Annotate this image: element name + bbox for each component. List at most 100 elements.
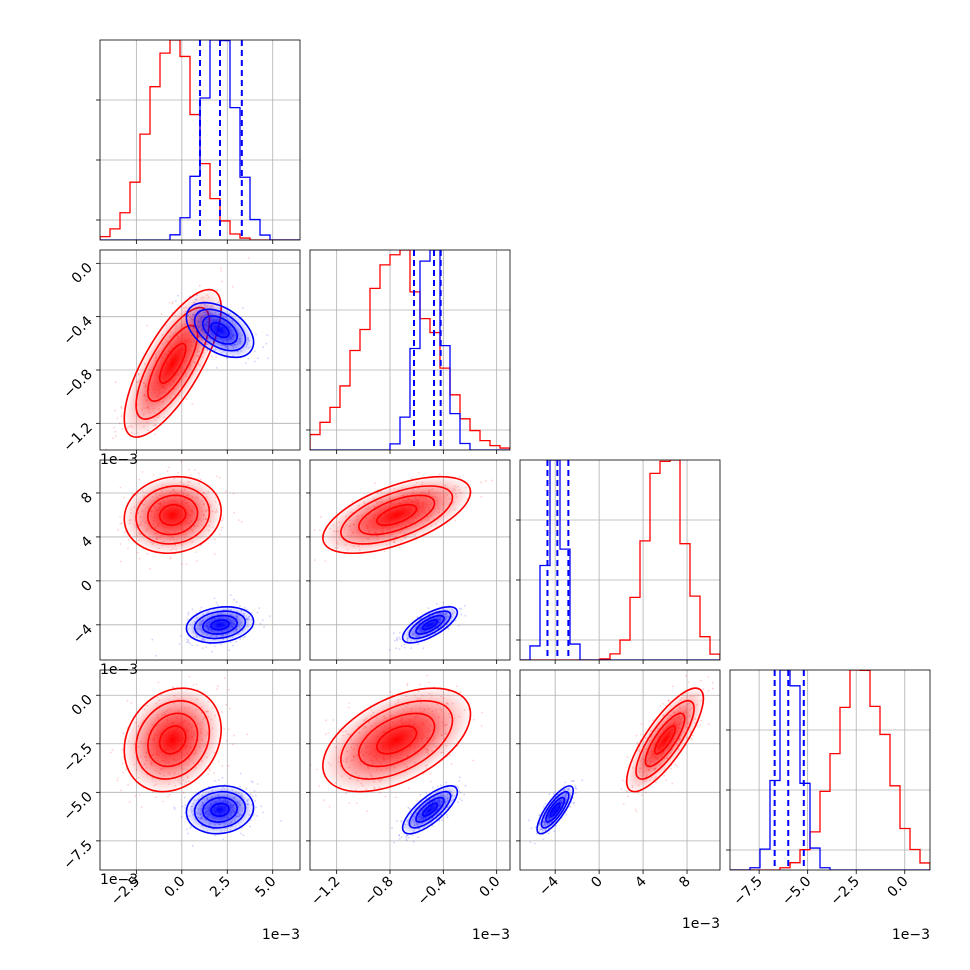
grid-lines: [310, 250, 510, 450]
panel-frame: [99, 39, 301, 241]
x-tick-label: 0: [588, 874, 606, 892]
contour-level-3: [185, 785, 255, 835]
contour-level-1: [644, 712, 686, 768]
contour-level-1: [358, 494, 436, 536]
density-series-1: [401, 785, 459, 835]
histogram-series-0: [310, 250, 510, 450]
x-tick-label: −0.4: [415, 873, 450, 908]
contour-level-0: [158, 725, 187, 755]
contour-level-0: [376, 503, 418, 527]
contour-level-2: [193, 308, 247, 352]
density-series-0: [123, 475, 223, 555]
density-series-0: [625, 686, 705, 793]
contour-level-0: [421, 802, 439, 818]
contour-level-3: [625, 687, 705, 793]
grid-lines: [520, 460, 720, 660]
panel-frame: [519, 459, 721, 661]
contour-level-0: [210, 321, 230, 339]
contour-level-0: [653, 725, 677, 755]
panel-2-0: −4 0 4 8: [70, 459, 301, 664]
contour-level-2: [635, 699, 695, 780]
contour-level-2: [193, 790, 247, 829]
y-tick-label: 0.0: [69, 260, 96, 287]
x-tick-label: −2.5: [828, 874, 863, 909]
density-series-1: [185, 606, 255, 644]
y-offset-label: 1e−3: [100, 872, 138, 888]
contour-level-0: [421, 619, 439, 631]
x-tick-label: 0.0: [885, 874, 912, 901]
x-offset-label: 1e−3: [262, 927, 300, 943]
panel-1-1: [306, 249, 511, 454]
x-tick-label: 4: [632, 873, 650, 891]
contour-level-0: [549, 802, 561, 818]
y-tick-label: −0.8: [60, 367, 95, 402]
histogram-series-0: [520, 460, 720, 660]
contour-level-3: [185, 301, 255, 359]
y-tick-label: 0: [78, 577, 96, 595]
histogram-series-1: [100, 40, 300, 240]
y-offset-label: 1e−3: [100, 662, 138, 678]
contour-level-2: [540, 790, 570, 829]
panel-frame: [519, 669, 721, 871]
x-tick-label: 0.0: [162, 874, 189, 901]
panel-frame: [309, 249, 511, 451]
contour-level-2: [340, 485, 454, 545]
y-offset-label: 1e−3: [100, 452, 138, 468]
y-tick-label: −4: [70, 621, 96, 647]
contour-level-3: [123, 687, 222, 793]
x-tick-label: 8: [676, 874, 694, 892]
contour-level-1: [415, 614, 445, 635]
x-tick-label: −0.8: [361, 874, 396, 909]
contour-level-2: [340, 699, 454, 780]
contour-level-3: [322, 475, 472, 555]
panel-3-1: −1.2 −0.8 −0.4 0.0: [306, 669, 511, 909]
panel-3-0: −2.5 0.0 2.5 5.0−7.5−5.0−2.50.0: [60, 669, 301, 909]
contour-level-3: [123, 475, 222, 555]
x-tick-label: −4: [536, 873, 562, 899]
contour-level-2: [193, 610, 247, 640]
histogram-series-1: [520, 460, 720, 660]
density-series-0: [321, 475, 473, 555]
panel-2-1: [306, 459, 511, 664]
contour-level-1: [415, 796, 445, 823]
contour-level-2: [135, 485, 211, 545]
histogram-series-1: [730, 670, 930, 870]
density-series-1: [536, 785, 574, 835]
y-tick-label: −0.4: [60, 313, 95, 348]
contour-level-0: [210, 619, 230, 631]
x-tick-label: −5.0: [779, 874, 814, 909]
y-tick-label: −1.2: [60, 420, 95, 455]
contour-level-1: [545, 796, 566, 823]
panel-frame: [309, 669, 511, 871]
contour-level-1: [147, 712, 199, 768]
contour-level-2: [408, 610, 452, 640]
y-tick-label: −2.5: [60, 740, 95, 775]
panel-frame: [99, 249, 301, 451]
x-offset-label: 1e−3: [892, 927, 930, 943]
contour-level-3: [123, 288, 222, 438]
contour-level-3: [401, 785, 459, 835]
panel-1-0: −1.2 −0.8 −0.4 0.0: [60, 249, 301, 455]
histogram-series-0: [100, 40, 300, 240]
contour-level-1: [358, 712, 436, 768]
contour-level-1: [147, 494, 199, 536]
contour-level-2: [135, 699, 211, 780]
x-tick-label: 5.0: [252, 874, 279, 901]
contour-level-0: [210, 802, 230, 818]
panel-3-3: −7.5 −5.0 −2.5 0.0: [726, 669, 931, 909]
contour-level-3: [185, 606, 255, 644]
contour-level-1: [202, 796, 238, 823]
contour-level-3: [401, 606, 459, 644]
y-tick-label: 0.0: [69, 692, 96, 719]
panel-0-0: [96, 39, 301, 244]
histogram-series-0: [730, 670, 930, 870]
x-offset-label: 1e−3: [682, 916, 720, 932]
panel-frame: [99, 669, 301, 871]
contour-level-3: [536, 785, 574, 835]
contour-level-0: [158, 342, 187, 384]
panel-frame: [99, 459, 301, 661]
density-series-1: [401, 606, 459, 644]
x-tick-label: −7.5: [731, 874, 766, 909]
x-tick-label: 0.0: [476, 874, 503, 901]
